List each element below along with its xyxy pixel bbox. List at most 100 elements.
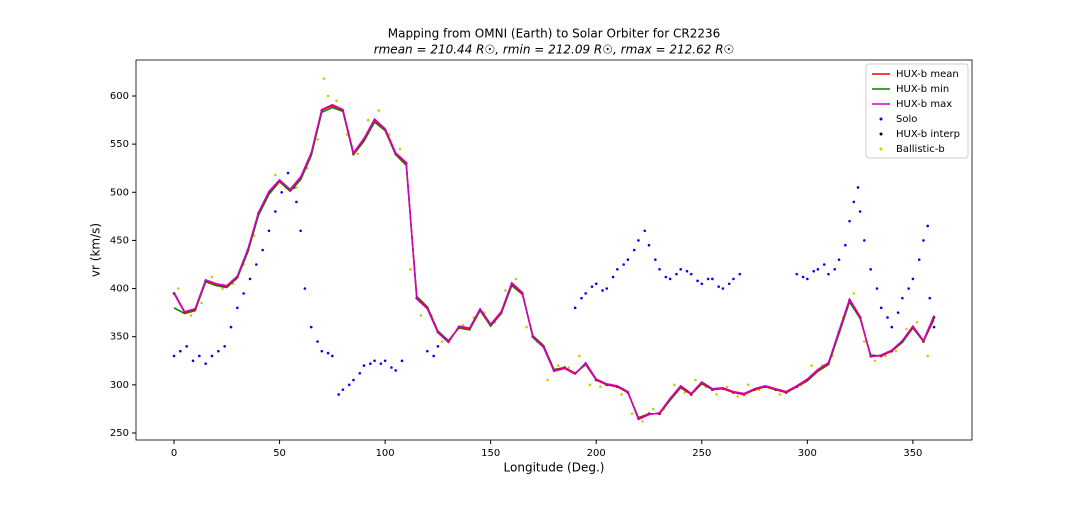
scatter-point bbox=[299, 229, 302, 233]
scatter-point bbox=[928, 296, 932, 300]
scatter-point bbox=[594, 282, 598, 286]
scatter-point bbox=[426, 349, 429, 353]
scatter-point bbox=[236, 306, 239, 310]
scatter-point bbox=[419, 314, 423, 317]
scatter-point bbox=[643, 229, 647, 233]
x-tick-label: 150 bbox=[481, 448, 500, 459]
scatter-point bbox=[322, 77, 326, 80]
scatter-point bbox=[852, 200, 856, 204]
scatter-point bbox=[599, 385, 602, 389]
x-tick-label: 50 bbox=[273, 448, 286, 459]
scatter-point bbox=[383, 359, 387, 363]
scatter-point bbox=[601, 289, 604, 292]
series-line bbox=[173, 103, 935, 421]
scatter-point bbox=[255, 263, 258, 266]
scatter-point bbox=[358, 371, 362, 375]
scatter-point bbox=[394, 369, 397, 372]
scatter-point bbox=[683, 391, 687, 394]
scatter-point bbox=[668, 277, 672, 281]
scatter-point bbox=[746, 383, 750, 387]
scatter-point bbox=[795, 272, 799, 276]
scatter-point bbox=[715, 393, 718, 396]
scatter-point bbox=[725, 385, 729, 389]
scatter-point bbox=[217, 349, 220, 353]
scatter-point bbox=[525, 325, 528, 329]
scatter-point bbox=[352, 378, 355, 382]
legend-label: Solo bbox=[896, 114, 917, 125]
scatter-point bbox=[584, 292, 587, 295]
scatter-point bbox=[204, 362, 207, 365]
scatter-point bbox=[580, 296, 583, 300]
scatter-point bbox=[248, 277, 252, 281]
legend-label: HUX-b interp bbox=[896, 129, 960, 140]
scatter-point bbox=[373, 359, 376, 363]
scatter-point bbox=[316, 340, 319, 343]
scatter-point bbox=[875, 287, 879, 290]
scatter-point bbox=[706, 277, 710, 281]
legend-swatch bbox=[879, 147, 883, 151]
y-tick-label: 350 bbox=[110, 332, 129, 343]
scatter-point bbox=[664, 275, 668, 279]
scatter-point bbox=[673, 383, 676, 387]
scatter-point bbox=[926, 354, 929, 358]
scatter-point bbox=[514, 277, 518, 281]
scatter-point bbox=[801, 275, 805, 279]
scatter-point bbox=[326, 94, 330, 98]
scatter-point bbox=[331, 354, 334, 358]
scatter-point bbox=[377, 109, 381, 112]
scatter-point bbox=[696, 279, 699, 283]
scatter-point bbox=[721, 287, 725, 290]
scatter-point bbox=[347, 383, 351, 387]
scatter-point bbox=[267, 229, 271, 233]
scatter-point bbox=[778, 393, 782, 396]
y-tick-label: 500 bbox=[110, 187, 129, 198]
scatter-point bbox=[567, 366, 571, 369]
y-tick-label: 300 bbox=[110, 380, 129, 391]
scatter-point bbox=[390, 366, 393, 369]
scatter-point bbox=[816, 268, 820, 271]
scatter-point bbox=[295, 200, 298, 204]
scatter-point bbox=[335, 99, 338, 103]
scatter-point bbox=[588, 383, 592, 387]
scatter-point bbox=[337, 393, 340, 396]
scatter-point bbox=[440, 340, 444, 343]
scatter-point bbox=[210, 354, 214, 358]
scatter-point bbox=[229, 325, 233, 329]
scatter-point bbox=[316, 138, 319, 141]
scatter-point bbox=[869, 268, 872, 271]
scatter-point bbox=[858, 210, 862, 213]
legend-label: HUX-b max bbox=[896, 99, 952, 110]
scatter-point bbox=[736, 395, 739, 398]
scatter-point bbox=[362, 364, 366, 367]
x-tick-label: 300 bbox=[798, 448, 817, 459]
scatter-point bbox=[200, 301, 203, 305]
scatter-point bbox=[694, 378, 697, 382]
x-tick-label: 350 bbox=[903, 448, 922, 459]
x-tick-label: 100 bbox=[376, 448, 395, 459]
plot-area bbox=[172, 77, 936, 423]
scatter-point bbox=[179, 349, 182, 353]
scatter-point bbox=[641, 420, 644, 423]
scatter-point bbox=[286, 171, 290, 175]
scatter-point bbox=[280, 190, 283, 194]
legend-swatch bbox=[879, 132, 883, 136]
scatter-point bbox=[172, 354, 176, 358]
scatter-point bbox=[261, 248, 264, 252]
scatter-point bbox=[915, 320, 919, 324]
scatter-point bbox=[837, 258, 841, 261]
scatter-point bbox=[675, 272, 678, 276]
scatter-point bbox=[894, 349, 898, 353]
legend-label: HUX-b mean bbox=[896, 69, 959, 80]
y-tick-label: 450 bbox=[110, 235, 129, 246]
scatter-point bbox=[556, 364, 560, 367]
scatter-point bbox=[822, 263, 826, 266]
scatter-point bbox=[400, 359, 404, 363]
y-tick-label: 400 bbox=[110, 284, 129, 295]
scatter-point bbox=[605, 287, 609, 290]
scatter-point bbox=[833, 268, 837, 271]
scatter-point bbox=[295, 186, 298, 189]
scatter-point bbox=[907, 287, 910, 290]
y-tick-label: 600 bbox=[110, 91, 129, 102]
scatter-point bbox=[210, 275, 214, 279]
